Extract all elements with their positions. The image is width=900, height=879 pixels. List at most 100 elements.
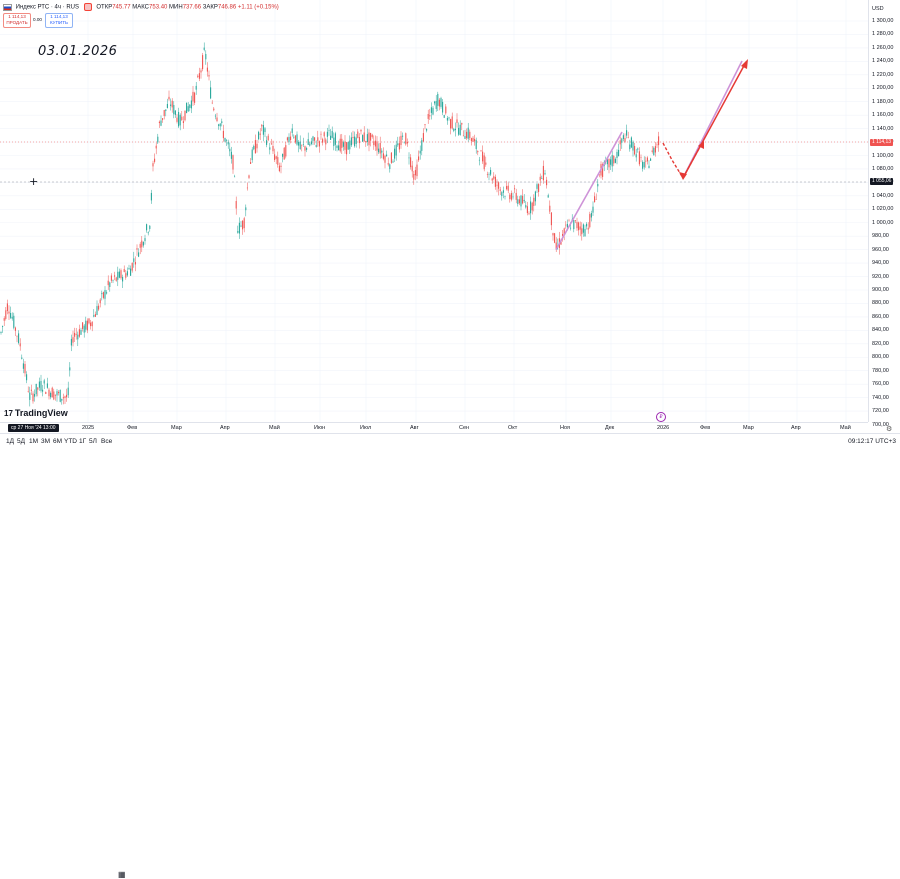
candle-body xyxy=(58,391,60,394)
candle-body xyxy=(637,148,639,150)
candle-body xyxy=(333,137,335,147)
candle-body xyxy=(499,189,501,191)
price-tick: 900,00 xyxy=(872,287,889,293)
settings-gear-icon[interactable]: ⚙ xyxy=(886,426,893,433)
candle-body xyxy=(29,392,31,400)
goto-date-icon[interactable]: ▦ xyxy=(118,870,126,879)
candle-body xyxy=(62,397,64,399)
candle-body xyxy=(242,220,244,230)
candle-body xyxy=(69,367,71,371)
sell-button[interactable]: 1 114,13 ПРОДАТЬ xyxy=(3,13,31,28)
time-tick: Июн xyxy=(314,425,326,431)
candle-body xyxy=(334,133,336,145)
candle-body xyxy=(42,389,44,392)
symbol-name[interactable]: Индекс РТС · 4ч · RUS xyxy=(15,4,80,11)
candle-body xyxy=(302,143,304,145)
price-tick: 1 220,00 xyxy=(872,71,894,78)
range-button[interactable]: 5Д xyxy=(17,438,26,445)
candle-body xyxy=(253,146,255,150)
candle-body xyxy=(115,277,117,281)
candle-body xyxy=(456,119,458,123)
candle-body xyxy=(464,136,466,139)
candle-body xyxy=(32,393,34,402)
status-dot-icon xyxy=(83,3,92,11)
time-tick: Фев xyxy=(700,425,711,431)
currency-label[interactable]: USD xyxy=(872,6,884,12)
price-tick: 1 280,00 xyxy=(872,31,894,38)
economic-event-icon[interactable]: ₽ xyxy=(656,412,666,422)
candle-body xyxy=(438,99,440,107)
candle-body xyxy=(53,391,55,400)
candle-body xyxy=(202,55,204,70)
chart-area[interactable]: + xyxy=(0,0,868,422)
price-chart[interactable]: + xyxy=(0,0,868,422)
arrowhead xyxy=(741,59,748,69)
candle-body xyxy=(16,335,18,337)
candle-body xyxy=(312,136,314,141)
candle-body xyxy=(152,163,154,167)
date-annotation[interactable]: 03.01.2026 xyxy=(38,44,118,59)
clock[interactable]: 09:12:17 UTC+3 xyxy=(848,438,896,445)
candle-body xyxy=(163,110,165,117)
candle-body xyxy=(442,101,444,113)
time-tick: Мар xyxy=(171,425,182,431)
candle-body xyxy=(526,206,528,214)
candle-body xyxy=(56,391,58,396)
candle-body xyxy=(80,329,82,335)
candle-body xyxy=(267,135,269,141)
candle-body xyxy=(552,233,554,236)
range-button[interactable]: 6М xyxy=(53,438,63,445)
range-button[interactable]: 5Л xyxy=(89,438,97,445)
range-button[interactable]: 1М xyxy=(29,438,39,445)
candle-body xyxy=(643,161,645,168)
candle-body xyxy=(45,392,47,394)
range-button[interactable]: YTD xyxy=(64,438,77,445)
price-tick: 700,00 xyxy=(872,421,889,428)
range-button[interactable]: 3М xyxy=(41,438,51,445)
candle-body xyxy=(531,202,533,211)
candle-body xyxy=(285,145,287,157)
candle-body xyxy=(264,128,266,133)
candle-body xyxy=(235,201,237,209)
candle-body xyxy=(221,121,223,124)
candle-body xyxy=(213,108,215,111)
candle-body xyxy=(112,280,114,281)
candle-body xyxy=(350,137,352,146)
candle-body xyxy=(301,144,303,146)
candle-body xyxy=(139,243,141,248)
candle-body xyxy=(38,381,40,388)
candle-body xyxy=(307,139,309,145)
candle-body xyxy=(224,138,226,142)
candle-body xyxy=(570,227,572,229)
price-tick: 1 200,00 xyxy=(872,85,894,92)
candle-body xyxy=(37,387,39,390)
candle-body xyxy=(11,316,13,319)
range-button[interactable]: 1Г xyxy=(79,438,87,445)
candle-body xyxy=(248,175,250,178)
candle-body xyxy=(392,161,394,163)
candle-body xyxy=(269,147,271,150)
candle-body xyxy=(344,141,346,150)
candle-body xyxy=(187,106,189,112)
range-button[interactable]: Все xyxy=(101,438,113,445)
cursor-time-label: ср 27 Ноя '24 13:00 xyxy=(8,424,59,432)
candle-body xyxy=(182,121,184,123)
price-tick: 740,00 xyxy=(872,394,889,401)
candle-body xyxy=(411,165,413,172)
candle-body xyxy=(88,318,90,324)
time-axis[interactable]: 2025 Фев Мар Апр Май Июн Июл Авг Сен Окт Ноя Дек 202… xyxy=(0,422,868,433)
price-scale[interactable]: USD 1 300,00 1 280,00 1 260,00 1 240,00 1 22… xyxy=(868,0,900,428)
candle-body xyxy=(406,141,408,144)
candle-body xyxy=(189,104,191,108)
high-value: 753.40 xyxy=(149,4,168,11)
candle-body xyxy=(422,133,424,142)
range-button[interactable]: 1Д xyxy=(6,438,15,445)
candle-body xyxy=(67,387,69,396)
buy-button[interactable]: 1 114,13 КУПИТЬ xyxy=(45,13,73,28)
candle-body xyxy=(13,315,15,328)
candle-body xyxy=(498,182,500,189)
candle-body xyxy=(563,228,565,236)
candle-body xyxy=(59,389,61,402)
candle-body xyxy=(562,234,564,236)
candle-body xyxy=(386,154,388,157)
